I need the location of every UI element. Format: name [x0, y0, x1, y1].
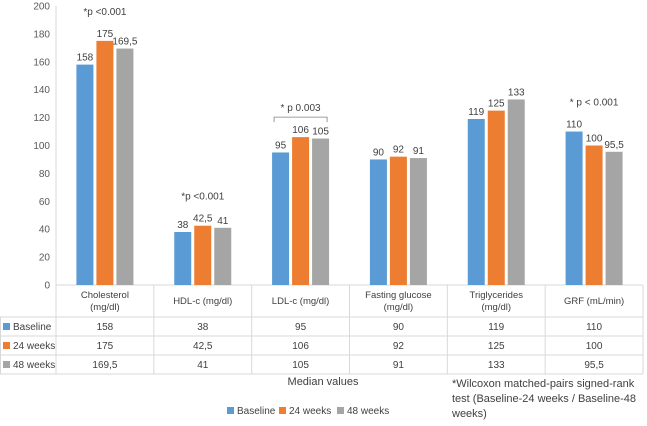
- table-series-name: 48 weeks: [13, 360, 55, 371]
- table-cell: 158: [97, 322, 114, 333]
- significance-label: *p <0.001: [181, 192, 225, 203]
- table-cell: 91: [393, 360, 405, 371]
- table-cell: 41: [197, 360, 209, 371]
- bar: [272, 152, 290, 285]
- y-tick-label: 40: [39, 225, 51, 236]
- x-axis-title: Median values: [288, 376, 359, 388]
- table-cell: 106: [292, 341, 309, 352]
- table-cell: 100: [586, 341, 603, 352]
- bar: [96, 40, 114, 285]
- legend-label: 48 weeks: [347, 406, 389, 417]
- table-cell: 105: [292, 360, 309, 371]
- legend: Baseline 24 weeks 48 weeks: [227, 406, 389, 417]
- bar: [214, 227, 232, 285]
- data-label: 90: [373, 147, 385, 158]
- table-cell: 95: [295, 322, 307, 333]
- bar: [369, 159, 387, 285]
- data-label: 95,5: [604, 140, 624, 151]
- table-cell: 119: [488, 322, 504, 333]
- y-tick-label: 0: [44, 281, 50, 292]
- significance-label: * p < 0.001: [570, 98, 619, 109]
- table-cell: 125: [488, 341, 505, 352]
- data-label: 95: [275, 140, 287, 151]
- data-label: 106: [292, 125, 309, 136]
- data-label: 91: [413, 146, 425, 157]
- bar: [467, 118, 485, 286]
- y-tick-label: 120: [33, 113, 50, 124]
- bar: [174, 231, 192, 285]
- table-cell: 42,5: [193, 341, 213, 352]
- significance-label: * p 0.003: [281, 103, 321, 114]
- bar: [507, 99, 525, 285]
- table-cell: 175: [97, 341, 114, 352]
- table-cell: 92: [393, 341, 405, 352]
- data-label: 38: [177, 220, 189, 231]
- table-cell: 38: [197, 322, 209, 333]
- bar: [76, 64, 94, 285]
- table-cell: 133: [488, 360, 505, 371]
- data-table: Cholesterol (mg/dl) HDL-c (mg/dl) LDL-c (mg…: [0, 285, 644, 375]
- bar: [312, 138, 330, 285]
- legend-label: 24 weeks: [289, 406, 331, 417]
- y-tick-label: 100: [33, 141, 50, 152]
- table-series-name: Baseline: [13, 322, 52, 333]
- data-label: 133: [508, 87, 525, 98]
- data-label: 92: [393, 145, 405, 156]
- data-label: 158: [77, 53, 94, 64]
- legend-swatch: [337, 407, 344, 414]
- table-cell: 110: [586, 322, 602, 333]
- table-cell: 169,5: [92, 360, 117, 371]
- category-label: LDL-c (mg/dl): [272, 296, 330, 307]
- bar: [565, 131, 583, 285]
- footnote: *Wilcoxon matched-pairs signed-rank test…: [452, 378, 637, 420]
- category-label: Triglycerides (mg/dl): [470, 290, 524, 313]
- y-tick-label: 20: [39, 253, 51, 264]
- data-label: 125: [488, 99, 505, 110]
- bar: [487, 110, 505, 285]
- table-cell: 90: [393, 322, 405, 333]
- data-label: 105: [312, 127, 329, 138]
- category-label: GRF (mL/min): [564, 296, 624, 307]
- y-tick-label: 160: [33, 57, 50, 68]
- category-label: HDL-c (mg/dl): [173, 296, 232, 307]
- y-tick-label: 180: [33, 29, 50, 40]
- table-series-name: 24 weeks: [13, 341, 55, 352]
- bar: [292, 137, 310, 285]
- table-legend-key: [3, 323, 10, 330]
- data-label: 169,5: [112, 37, 137, 48]
- y-tick-label: 140: [33, 85, 50, 96]
- y-tick-label: 200: [33, 2, 50, 13]
- data-label: 42,5: [193, 214, 213, 225]
- data-label: 175: [97, 29, 114, 40]
- table-legend-key: [3, 342, 10, 349]
- category-label: Fasting glucose (mg/dl): [365, 290, 432, 313]
- bar: [194, 225, 212, 285]
- data-labels: 158 38 95 90 119 110 175 42,5 106 92 125 100 169,5 41…: [77, 29, 625, 231]
- table-cell: 95,5: [584, 360, 604, 371]
- bar: [585, 145, 603, 285]
- legend-label: Baseline: [237, 406, 276, 417]
- y-tick-label: 80: [39, 169, 51, 180]
- category-label: Cholesterol (mg/dl): [81, 290, 129, 313]
- y-tick-label: 60: [39, 197, 51, 208]
- data-label: 119: [468, 107, 484, 118]
- significance-annotations: *p <0.001 *p <0.001 * p 0.003 * p < 0.001: [83, 7, 618, 203]
- bar: [605, 151, 623, 285]
- data-label: 100: [586, 134, 603, 145]
- legend-swatch: [227, 407, 234, 414]
- bars: [76, 40, 623, 286]
- bar: [409, 158, 427, 285]
- significance-bracket: [273, 116, 328, 123]
- bar: [116, 48, 134, 285]
- table-legend-key: [3, 361, 10, 368]
- data-label: 41: [217, 216, 229, 227]
- significance-label: *p <0.001: [83, 7, 127, 18]
- data-label: 110: [566, 120, 582, 131]
- legend-swatch: [279, 407, 286, 414]
- bar: [389, 156, 407, 285]
